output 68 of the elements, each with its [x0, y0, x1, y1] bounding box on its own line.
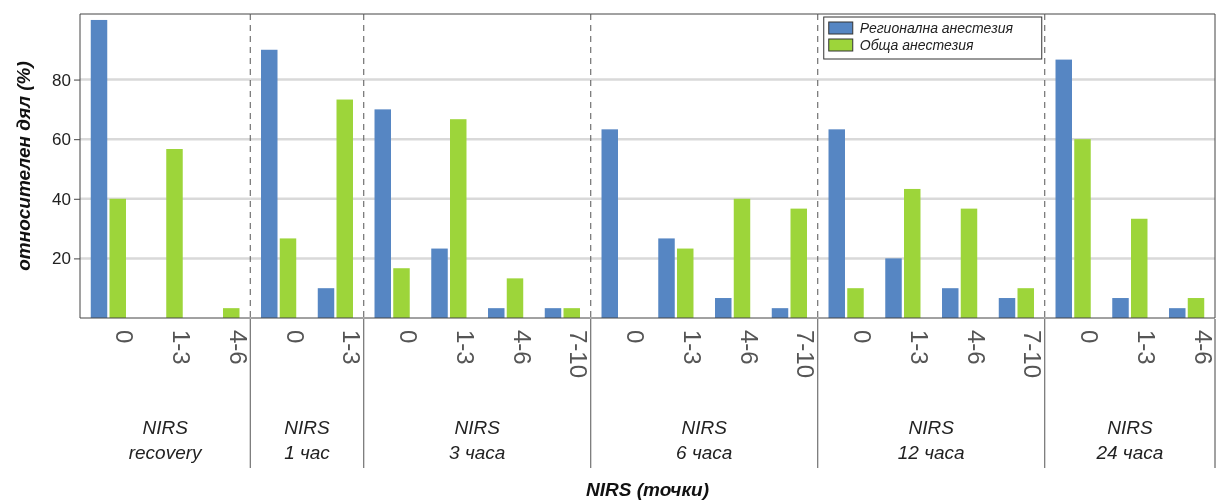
x-tick-label: 4-6 — [224, 330, 252, 365]
bar — [885, 258, 902, 318]
bar — [166, 149, 183, 318]
bar — [847, 288, 864, 318]
y-tick-label: 80 — [52, 70, 71, 90]
legend-label: Регионална анестезия — [859, 20, 1014, 36]
x-tick-label: 1-3 — [168, 330, 196, 365]
x-tick-label: 4-6 — [735, 330, 763, 365]
bar — [1131, 218, 1148, 318]
x-tick-label: 7-10 — [792, 330, 820, 379]
bar — [374, 109, 391, 318]
bar — [904, 188, 921, 318]
bar — [1112, 298, 1129, 318]
bar — [1169, 308, 1186, 318]
bar — [1055, 59, 1072, 318]
x-tick-label: 4-6 — [962, 330, 990, 365]
bar — [90, 19, 108, 318]
x-tick-label: 1-3 — [1132, 330, 1160, 365]
x-axis-title: NIRS 24 часа — [1095, 417, 1164, 463]
x-axis-title: NIRS 1 час — [284, 417, 331, 463]
x-tick-label: 0 — [111, 330, 139, 344]
bar — [828, 129, 845, 318]
bar — [450, 119, 467, 318]
bar — [506, 278, 524, 318]
bar — [715, 298, 732, 318]
bar — [733, 198, 751, 318]
bar — [998, 298, 1016, 318]
bar — [431, 248, 448, 318]
x-axis-title: NIRS 12 часа — [897, 417, 965, 463]
legend-label: Обща анестезия — [859, 37, 974, 53]
y-tick-label: 40 — [52, 189, 71, 209]
bar — [942, 288, 959, 318]
bar — [790, 208, 807, 318]
bar — [393, 268, 410, 318]
bar — [1017, 288, 1034, 318]
x-tick-label: 0 — [281, 330, 309, 344]
x-tick-label: 1-3 — [338, 330, 366, 365]
bar — [317, 288, 335, 318]
x-tick-label: 4-6 — [1189, 330, 1217, 365]
x-axis-title: NIRS 3 часа — [449, 417, 506, 463]
y-axis-title: относителен дял (%) — [13, 61, 34, 271]
y-tick-label: 20 — [52, 249, 71, 269]
bar — [261, 49, 278, 318]
x-tick-label: 0 — [395, 330, 423, 344]
x-tick-label: 1-3 — [905, 330, 933, 365]
bar — [279, 238, 297, 318]
x-tick-label: 0 — [622, 330, 650, 344]
bar — [960, 208, 978, 318]
bar — [336, 99, 353, 318]
bar — [658, 238, 675, 318]
x-tick-label: 7-10 — [1019, 330, 1047, 379]
x-tick-label: 1-3 — [451, 330, 479, 365]
bar — [1074, 139, 1091, 318]
x-axis-title: NIRS recovery — [128, 417, 204, 463]
x-tick-label: 7-10 — [565, 330, 593, 379]
text: NIRS (точки) — [586, 479, 709, 500]
bar — [563, 308, 580, 318]
bar — [488, 308, 505, 318]
bar — [109, 198, 126, 318]
bar — [677, 248, 694, 318]
x-tick-label: 0 — [849, 330, 877, 344]
bar — [601, 129, 618, 318]
y-tick-label: 60 — [52, 130, 71, 150]
bar — [1187, 298, 1205, 318]
x-tick-label: 0 — [1076, 330, 1104, 344]
x-tick-label: 1-3 — [678, 330, 706, 365]
x-tick-label: 4-6 — [508, 330, 536, 365]
x-axis-title: NIRS 6 часа — [676, 417, 733, 463]
